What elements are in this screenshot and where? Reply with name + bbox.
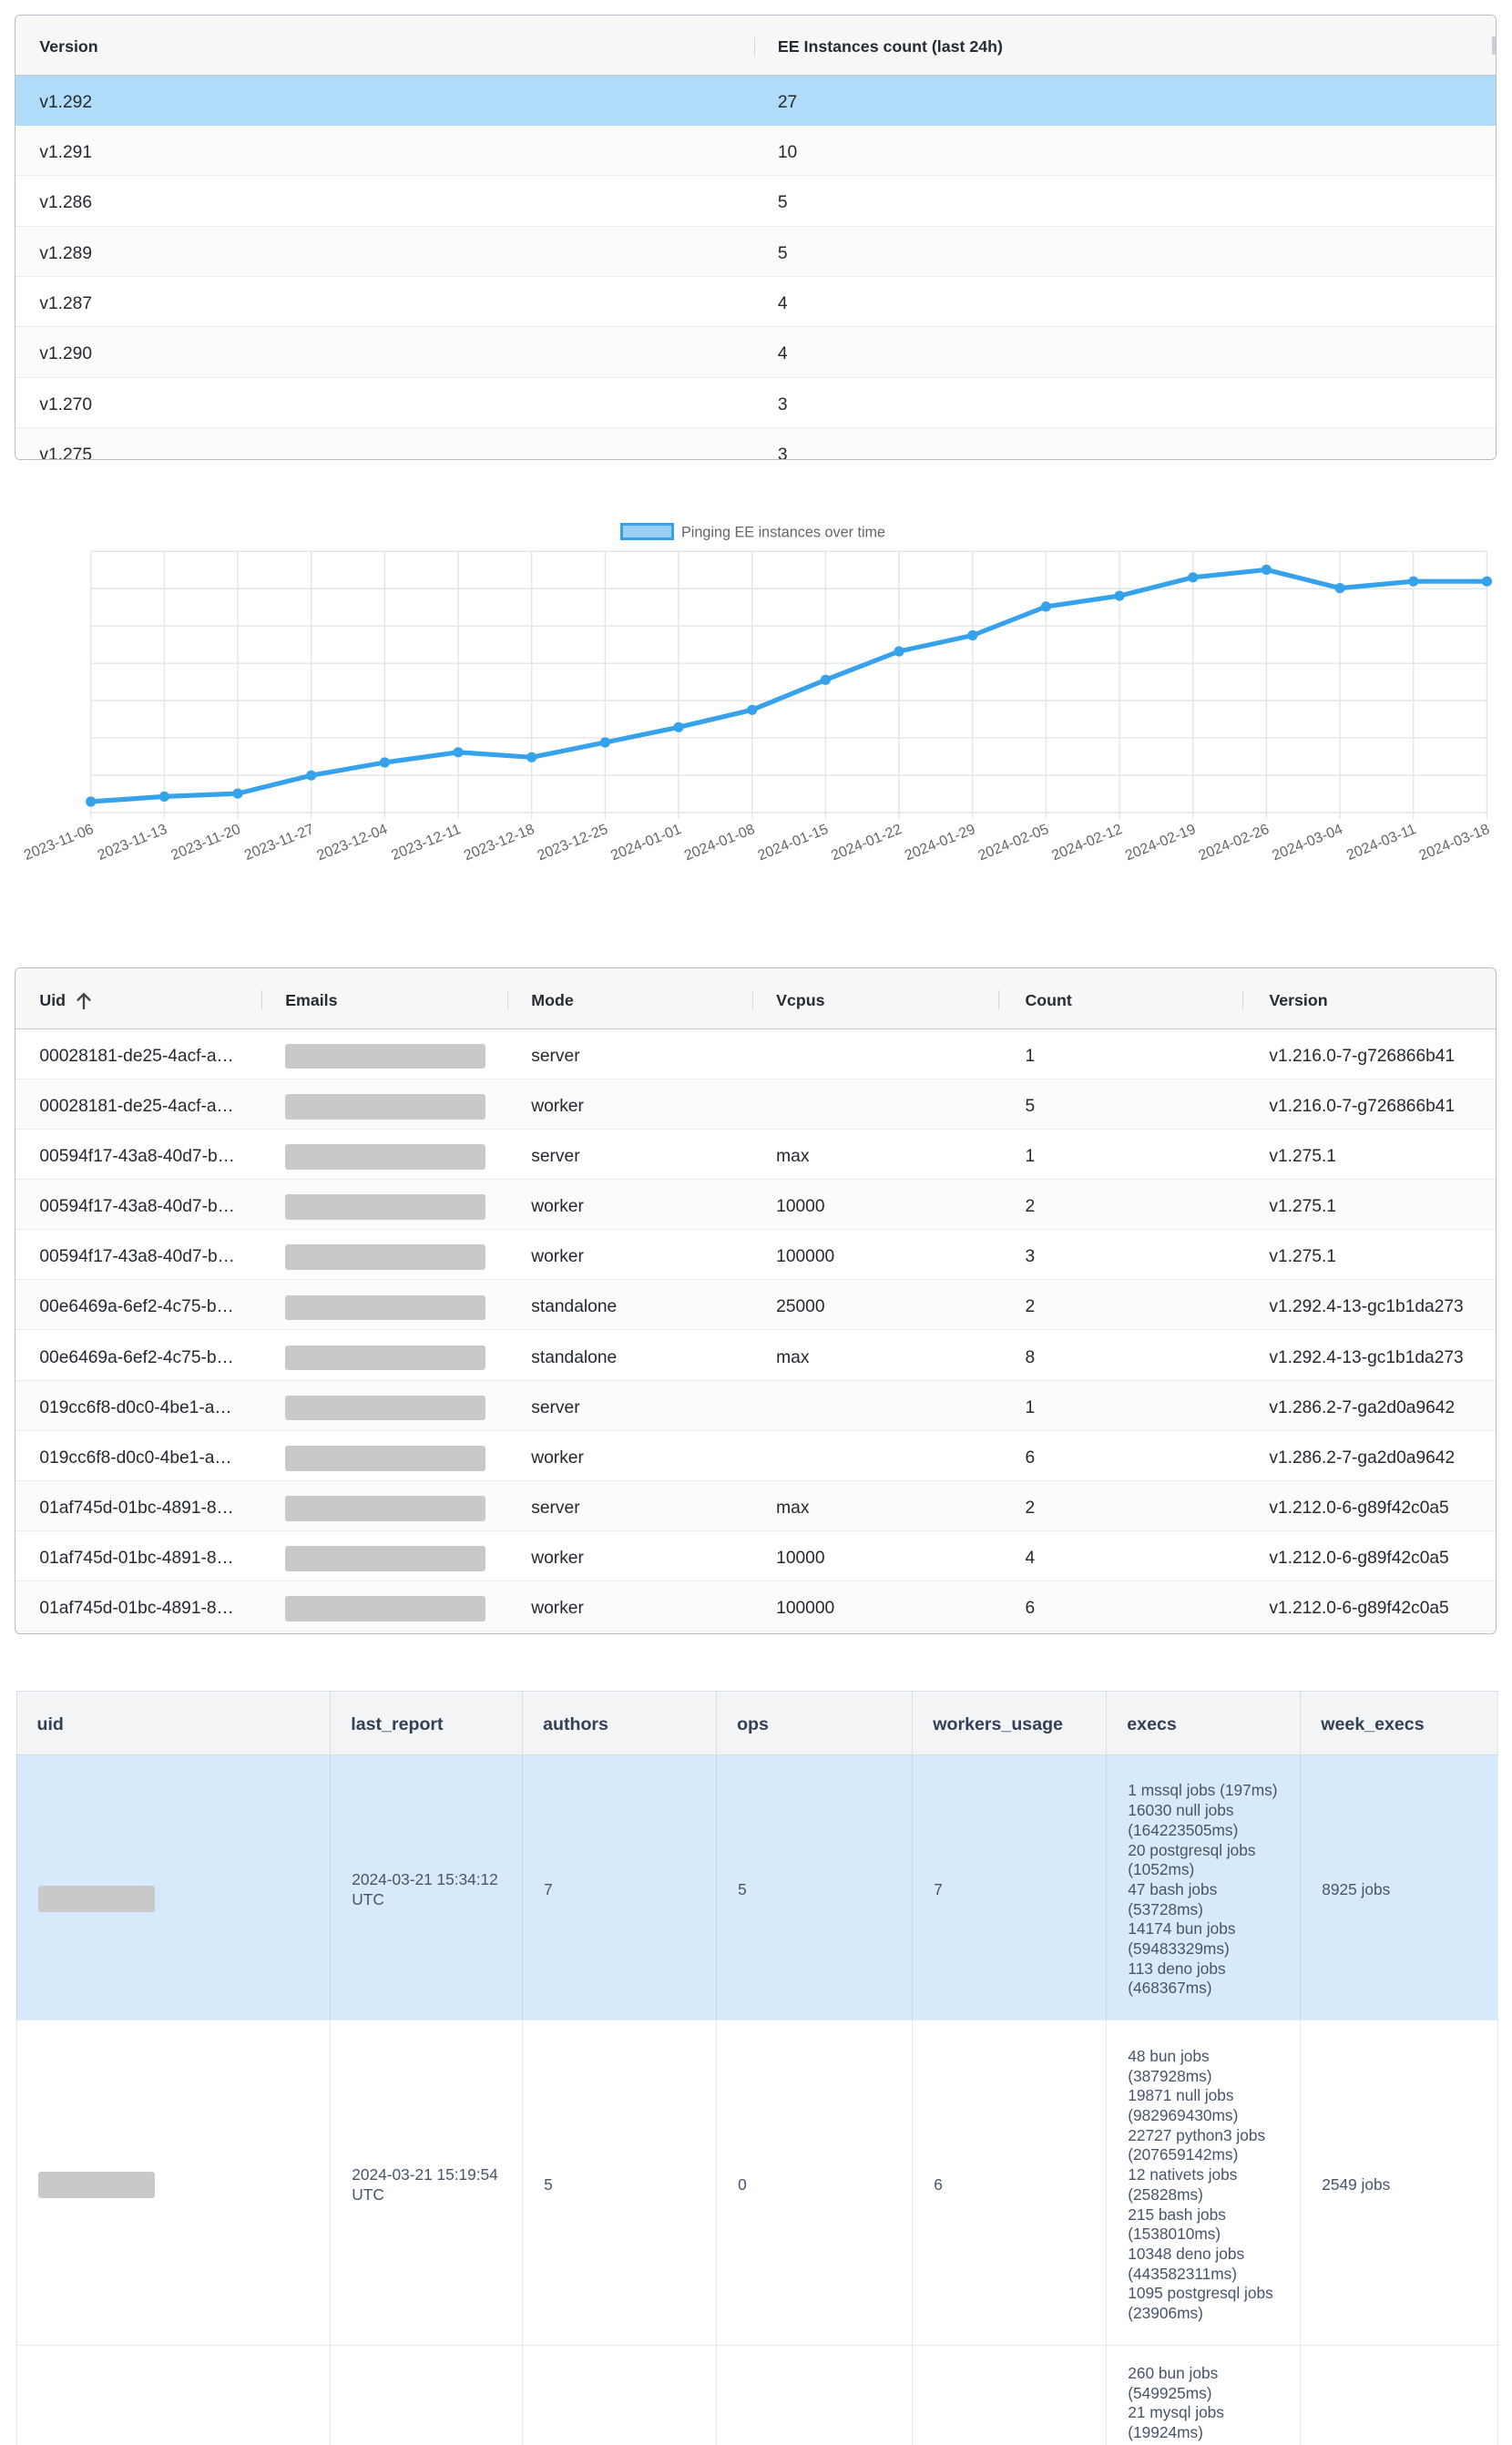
svg-text:2023-12-11: 2023-12-11 bbox=[389, 822, 463, 864]
svg-text:2024-01-01: 2024-01-01 bbox=[608, 822, 683, 864]
svg-text:2023-12-04: 2023-12-04 bbox=[315, 822, 390, 864]
svg-text:2023-11-27: 2023-11-27 bbox=[242, 822, 316, 864]
svg-text:2023-11-06: 2023-11-06 bbox=[22, 822, 96, 864]
svg-text:2024-01-15: 2024-01-15 bbox=[756, 822, 831, 864]
svg-text:2023-11-20: 2023-11-20 bbox=[169, 822, 242, 864]
svg-text:Pinging EE instances over time: Pinging EE instances over time bbox=[681, 525, 885, 541]
svg-text:2024-01-22: 2024-01-22 bbox=[829, 822, 904, 864]
svg-text:2024-02-12: 2024-02-12 bbox=[1049, 822, 1124, 864]
svg-text:2024-01-08: 2024-01-08 bbox=[682, 822, 757, 864]
svg-text:2023-12-18: 2023-12-18 bbox=[462, 822, 536, 864]
svg-text:2024-03-04: 2024-03-04 bbox=[1270, 822, 1344, 864]
svg-text:2024-01-29: 2024-01-29 bbox=[903, 822, 977, 864]
svg-text:2024-02-26: 2024-02-26 bbox=[1197, 822, 1272, 864]
svg-text:2023-11-13: 2023-11-13 bbox=[96, 822, 169, 864]
svg-text:2024-03-11: 2024-03-11 bbox=[1344, 822, 1418, 864]
svg-text:2024-03-18: 2024-03-18 bbox=[1417, 822, 1492, 864]
svg-text:2024-02-05: 2024-02-05 bbox=[976, 822, 1051, 864]
svg-text:2024-02-19: 2024-02-19 bbox=[1123, 822, 1198, 864]
svg-text:2023-12-25: 2023-12-25 bbox=[536, 822, 610, 864]
